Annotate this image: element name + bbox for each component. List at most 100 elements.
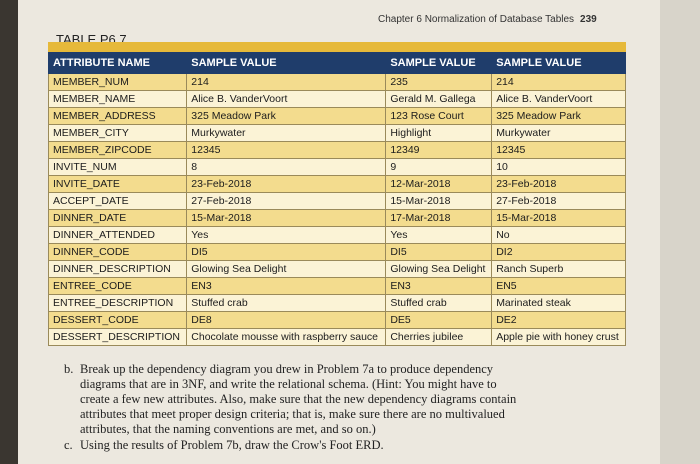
sample-value: Apple pie with honey crust <box>491 328 626 346</box>
sample-value: 12345 <box>491 141 626 159</box>
sample-value: Glowing Sea Delight <box>385 260 493 278</box>
sample-value: DI5 <box>385 243 493 261</box>
question: c. Using the results of Problem 7b, draw … <box>64 438 524 453</box>
sample-value: 12349 <box>385 141 493 159</box>
sample-value: 15-Mar-2018 <box>491 209 626 227</box>
sample-value: Marinated steak <box>491 294 626 312</box>
header-row: ATTRIBUTE NAME SAMPLE VALUE SAMPLE VALUE SA… <box>47 52 626 74</box>
attribute-name: ENTREE_CODE <box>47 277 188 295</box>
sample-value: EN3 <box>186 277 387 295</box>
sample-value: 12-Mar-2018 <box>385 175 493 193</box>
column-header: SAMPLE VALUE <box>186 52 387 74</box>
attribute-name: DINNER_ATTENDED <box>47 226 188 244</box>
table-row: DINNER_DATE 15-Mar-2018 17-Mar-2018 15-Mar-… <box>47 209 626 227</box>
sample-value: Highlight <box>385 124 493 142</box>
table-row: INVITE_NUM 8 9 10 <box>47 158 626 176</box>
attribute-name: MEMBER_CITY <box>47 124 188 142</box>
attribute-name: ACCEPT_DATE <box>47 192 188 210</box>
question-text: Break up the dependency diagram you drew… <box>80 362 517 436</box>
question-label: c. <box>64 438 73 452</box>
question-text: Using the results of Problem 7b, draw th… <box>80 438 384 452</box>
sample-value: 17-Mar-2018 <box>385 209 493 227</box>
sample-value: 23-Feb-2018 <box>491 175 626 193</box>
table-row: MEMBER_CITY Murkywater Highlight Murkywater <box>47 124 626 142</box>
question: b. Break up the dependency diagram you dr… <box>64 362 524 437</box>
sample-value: Alice B. VanderVoort <box>491 90 626 108</box>
sample-value: Yes <box>385 226 493 244</box>
data-table: ATTRIBUTE NAME SAMPLE VALUE SAMPLE VALUE SA… <box>47 52 626 346</box>
table-row: MEMBER_ZIPCODE 12345 12349 12345 <box>47 141 626 159</box>
sample-value: 27-Feb-2018 <box>491 192 626 210</box>
sample-value: DE5 <box>385 311 493 329</box>
sample-value: 23-Feb-2018 <box>186 175 387 193</box>
attribute-name: DINNER_CODE <box>47 243 188 261</box>
sample-value: Murkywater <box>186 124 387 142</box>
sample-value: 8 <box>186 158 387 176</box>
attribute-name: DINNER_DATE <box>47 209 188 227</box>
sample-value: EN5 <box>491 277 626 295</box>
page-number: 239 <box>580 14 597 25</box>
sample-value: DI2 <box>491 243 626 261</box>
sample-value: 15-Mar-2018 <box>186 209 387 227</box>
sample-value: Alice B. VanderVoort <box>186 90 387 108</box>
sample-value: 235 <box>385 73 493 91</box>
questions: b. Break up the dependency diagram you dr… <box>64 362 524 454</box>
table-bar <box>48 42 626 52</box>
sample-value: Chocolate mousse with raspberry sauce <box>186 328 387 346</box>
sample-value: Cherries jubilee <box>385 328 493 346</box>
sample-value: 15-Mar-2018 <box>385 192 493 210</box>
table-row: DINNER_ATTENDED Yes Yes No <box>47 226 626 244</box>
sample-value: 10 <box>491 158 626 176</box>
attribute-name: MEMBER_NUM <box>47 73 188 91</box>
sample-value: Stuffed crab <box>186 294 387 312</box>
attribute-name: DESSERT_DESCRIPTION <box>47 328 188 346</box>
sample-value: 214 <box>186 73 387 91</box>
sample-value: EN3 <box>385 277 493 295</box>
page-edge <box>660 0 700 464</box>
attribute-name: INVITE_DATE <box>47 175 188 193</box>
attribute-name: MEMBER_NAME <box>47 90 188 108</box>
table-row: DESSERT_DESCRIPTION Chocolate mousse with… <box>47 328 626 346</box>
sample-value: Stuffed crab <box>385 294 493 312</box>
table-row: MEMBER_ADDRESS 325 Meadow Park 123 Rose Co… <box>47 107 626 125</box>
attribute-name: DESSERT_CODE <box>47 311 188 329</box>
sample-value: DI5 <box>186 243 387 261</box>
sample-value: Ranch Superb <box>491 260 626 278</box>
table-row: MEMBER_NUM 214 235 214 <box>47 73 626 91</box>
sample-value: 123 Rose Court <box>385 107 493 125</box>
table-row: ACCEPT_DATE 27-Feb-2018 15-Mar-2018 27-Feb-… <box>47 192 626 210</box>
sample-value: DE2 <box>491 311 626 329</box>
sample-value: Glowing Sea Delight <box>186 260 387 278</box>
running-head: Chapter 6 Normalization of Database Tabl… <box>378 14 597 25</box>
table-row: ENTREE_CODE EN3 EN3 EN5 <box>47 277 626 295</box>
sample-value: 325 Meadow Park <box>491 107 626 125</box>
column-header: SAMPLE VALUE <box>385 52 493 74</box>
table-row: DINNER_DESCRIPTION Glowing Sea Delight Glo… <box>47 260 626 278</box>
column-header: ATTRIBUTE NAME <box>47 52 188 74</box>
table-row: INVITE_DATE 23-Feb-2018 12-Mar-2018 23-Feb-… <box>47 175 626 193</box>
sample-value: DE8 <box>186 311 387 329</box>
question-label: b. <box>64 362 74 376</box>
sample-value: 325 Meadow Park <box>186 107 387 125</box>
sample-value: 214 <box>491 73 626 91</box>
running-head-text: Chapter 6 Normalization of Database Tabl… <box>378 14 575 25</box>
attribute-name: MEMBER_ADDRESS <box>47 107 188 125</box>
sample-value: Murkywater <box>491 124 626 142</box>
attribute-name: INVITE_NUM <box>47 158 188 176</box>
sample-value: 27-Feb-2018 <box>186 192 387 210</box>
table-row: DESSERT_CODE DE8 DE5 DE2 <box>47 311 626 329</box>
attribute-name: MEMBER_ZIPCODE <box>47 141 188 159</box>
sample-value: 12345 <box>186 141 387 159</box>
column-header: SAMPLE VALUE <box>491 52 626 74</box>
attribute-name: ENTREE_DESCRIPTION <box>47 294 188 312</box>
table-row: DINNER_CODE DI5 DI5 DI2 <box>47 243 626 261</box>
sample-value: Gerald M. Gallega <box>385 90 493 108</box>
table-row: MEMBER_NAME Alice B. VanderVoort Gerald M.… <box>47 90 626 108</box>
sample-value: 9 <box>385 158 493 176</box>
table-body: MEMBER_NUM 214 235 214 MEMBER_NAME Alice B. V… <box>47 73 626 346</box>
attribute-name: DINNER_DESCRIPTION <box>47 260 188 278</box>
table-row: ENTREE_DESCRIPTION Stuffed crab Stuffed cr… <box>47 294 626 312</box>
sample-value: Yes <box>186 226 387 244</box>
paper: Chapter 6 Normalization of Database Tabl… <box>18 0 700 464</box>
